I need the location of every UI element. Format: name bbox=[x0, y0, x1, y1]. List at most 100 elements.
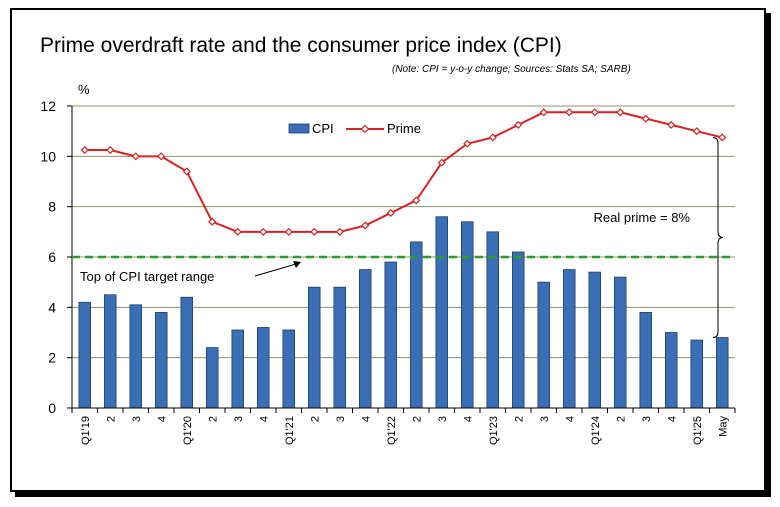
cpi-bar bbox=[562, 269, 576, 409]
x-tick-label: 4 bbox=[156, 416, 168, 422]
prime-marker bbox=[463, 139, 472, 148]
prime-marker bbox=[157, 152, 166, 161]
prime-marker bbox=[488, 133, 497, 142]
x-tick-label: 2 bbox=[105, 416, 117, 422]
y-tick-label: 6 bbox=[48, 249, 56, 265]
cpi-bar bbox=[307, 286, 321, 409]
legend: CPI Prime bbox=[288, 121, 421, 136]
prime-marker bbox=[412, 196, 421, 205]
y-tick-label: 4 bbox=[48, 299, 56, 315]
cpi-bar bbox=[511, 251, 525, 409]
real-prime-bracket bbox=[712, 136, 724, 339]
cpi-bar bbox=[256, 327, 270, 409]
cpi-bar bbox=[231, 329, 245, 409]
cpi-bar bbox=[205, 347, 219, 409]
cpi-bar bbox=[154, 311, 168, 409]
y-tick-label: 0 bbox=[48, 400, 56, 416]
cpi-bar bbox=[384, 261, 398, 409]
prime-marker bbox=[616, 108, 625, 117]
x-tick-label: Q1'21 bbox=[284, 416, 296, 445]
x-tick-label: Q1'23 bbox=[488, 416, 500, 445]
prime-marker bbox=[106, 145, 115, 155]
x-tick-label: 3 bbox=[437, 416, 449, 422]
cpi-bar bbox=[333, 286, 347, 409]
cpi-bar bbox=[129, 304, 143, 409]
axis-labels: 0 2 4 6 8 10 12% Q1'19 2 3 4 Q1'20 2 3 4 Q1'21 2 3 4 Q1'22 2… bbox=[40, 82, 729, 445]
prime-line bbox=[80, 108, 727, 236]
prime-marker bbox=[182, 167, 191, 176]
x-tick-label: Q1'25 bbox=[692, 416, 704, 445]
x-tick-label: 2 bbox=[411, 416, 423, 422]
x-tick-label: May bbox=[717, 416, 729, 437]
prime-marker bbox=[514, 120, 523, 129]
legend-label-prime: Prime bbox=[387, 121, 421, 136]
prime-marker bbox=[386, 208, 395, 218]
prime-marker bbox=[718, 133, 727, 142]
prime-marker bbox=[361, 221, 370, 230]
cpi-bar bbox=[103, 294, 117, 409]
y-tick-label: 10 bbox=[40, 148, 56, 164]
cpi-bar bbox=[78, 301, 92, 409]
annotations: Top of CPI target range Real prime = 8% bbox=[80, 136, 724, 339]
prime-marker bbox=[208, 217, 217, 226]
cpi-bar bbox=[180, 296, 194, 409]
cpi-bar bbox=[358, 269, 372, 409]
legend-swatch-cpi bbox=[288, 123, 310, 134]
x-tick-label: Q1'19 bbox=[80, 416, 92, 445]
x-tick-label: 3 bbox=[335, 416, 347, 422]
cpi-bar bbox=[690, 339, 704, 409]
real-prime-label: Real prime = 8% bbox=[594, 210, 691, 225]
prime-marker bbox=[335, 227, 344, 236]
x-tick-label: 3 bbox=[131, 416, 143, 422]
x-tick-label: 2 bbox=[513, 416, 525, 422]
x-tick-label: 3 bbox=[539, 416, 551, 422]
chart-title: Prime overdraft rate and the consumer pr… bbox=[40, 34, 562, 57]
prime-marker bbox=[259, 227, 268, 236]
x-tick-label: 2 bbox=[615, 416, 627, 422]
cpi-bar bbox=[460, 221, 474, 409]
legend-label-cpi: CPI bbox=[312, 121, 334, 136]
cpi-bar bbox=[715, 337, 729, 409]
chart-frame bbox=[10, 8, 766, 492]
prime-marker bbox=[437, 158, 446, 167]
cpi-bar bbox=[409, 241, 423, 409]
prime-marker bbox=[590, 108, 599, 117]
cpi-bar bbox=[435, 216, 449, 409]
x-tick-label: 4 bbox=[666, 416, 678, 422]
x-tick-label: 3 bbox=[641, 416, 653, 422]
cpi-bar bbox=[639, 311, 653, 409]
x-tick-label: Q1'22 bbox=[386, 416, 398, 445]
target-range-arrow bbox=[254, 263, 297, 277]
cpi-bar bbox=[537, 281, 551, 409]
prime-marker bbox=[539, 108, 548, 117]
x-tick-label: 4 bbox=[564, 416, 576, 422]
cpi-bars bbox=[78, 216, 729, 409]
cpi-bar bbox=[613, 276, 627, 409]
x-tick-label: Q1'20 bbox=[182, 416, 194, 445]
x-tick-label: 4 bbox=[258, 416, 270, 422]
prime-marker bbox=[310, 227, 319, 236]
cpi-bar bbox=[282, 329, 296, 409]
chart-note: (Note: CPI = y-o-y change; Sources: Stat… bbox=[392, 64, 631, 75]
cpi-bar bbox=[588, 271, 602, 409]
y-axis-label: % bbox=[78, 82, 90, 97]
x-tick-label: 4 bbox=[462, 416, 474, 422]
axes bbox=[67, 105, 736, 413]
y-tick-label: 12 bbox=[40, 98, 56, 114]
legend-marker-prime bbox=[360, 124, 370, 134]
target-range-label: Top of CPI target range bbox=[80, 269, 214, 284]
prime-line-path bbox=[84, 111, 723, 233]
prime-marker bbox=[692, 127, 701, 136]
prime-marker bbox=[233, 227, 242, 236]
x-tick-label: 2 bbox=[309, 416, 321, 422]
grid-lines bbox=[72, 105, 735, 359]
x-tick-label: 2 bbox=[207, 416, 219, 422]
y-tick-label: 8 bbox=[48, 199, 56, 215]
target-range-arrowhead bbox=[293, 261, 301, 268]
x-tick-label: 3 bbox=[233, 416, 245, 422]
prime-marker bbox=[80, 145, 89, 155]
prime-marker bbox=[284, 227, 293, 236]
prime-marker bbox=[641, 114, 650, 123]
cpi-bar bbox=[664, 332, 678, 409]
